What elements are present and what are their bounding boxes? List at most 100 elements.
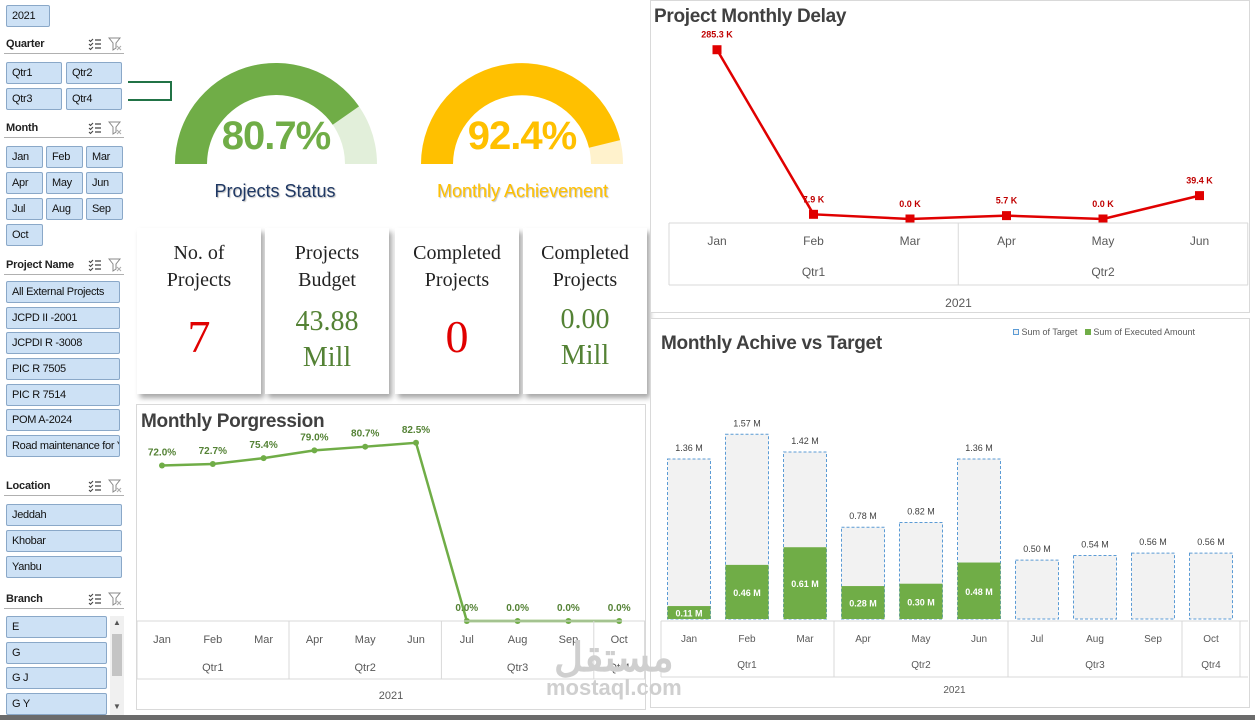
month-slicer-item[interactable]: Sep (86, 198, 123, 220)
project-slicer-item[interactable]: JCPDI R -3008 (6, 332, 120, 354)
progression-data-label: 80.7% (351, 429, 379, 440)
scroll-down-icon[interactable]: ▼ (113, 702, 121, 711)
multi-select-icon[interactable] (88, 258, 102, 272)
branch-slicer-item[interactable]: G J (6, 667, 107, 689)
target-bar (1189, 552, 1233, 620)
project-slicer-item[interactable]: JCPD II -2001 (6, 307, 120, 329)
delay-data-label: 285.3 K (701, 30, 733, 40)
quarter-slicer-item[interactable]: Qtr3 (6, 88, 62, 110)
target-bar (1015, 559, 1059, 620)
executed-data-label: 0.61 M (791, 579, 819, 589)
chart-title: Monthly Achive vs Target (661, 333, 882, 354)
kpi-card-budget: Projects Budget 43.88 Mill (265, 228, 389, 394)
multi-select-icon[interactable] (88, 37, 102, 51)
project-slicer-item[interactable]: PIC R 7505 (6, 358, 120, 380)
kpi-value: 0 (445, 311, 469, 362)
legend-label-executed: Sum of Executed Amount (1093, 327, 1195, 337)
x-tick-label: Apr (306, 634, 323, 646)
month-slicer-item[interactable]: Jan (6, 146, 43, 168)
selected-cell[interactable] (128, 81, 172, 101)
delay-point-marker (809, 209, 818, 219)
target-data-label: 1.36 M (675, 443, 703, 453)
progression-data-label: 0.0% (455, 603, 478, 614)
progression-data-label: 79.0% (300, 432, 328, 443)
branch-slicer-scrollbar[interactable]: ▲ ▼ (110, 616, 124, 716)
executed-bar (841, 586, 885, 619)
gauge-fill (421, 63, 621, 164)
month-slicer-item[interactable]: Jun (86, 172, 123, 194)
quarter-slicer-item[interactable]: Qtr2 (66, 62, 122, 84)
progression-point-marker (362, 443, 369, 450)
quarter-label: Qtr3 (1085, 660, 1105, 671)
executed-bar (667, 606, 711, 619)
executed-data-label: 0.28 M (849, 599, 877, 609)
executed-data-label: 0.30 M (907, 597, 935, 607)
month-slicer-item[interactable]: Feb (46, 146, 83, 168)
month-slicer-item[interactable]: Aug (46, 198, 83, 220)
clear-filter-icon[interactable] (108, 121, 122, 135)
chart-title: Monthly Porgression (141, 411, 325, 432)
progression-point-marker (209, 460, 216, 467)
achieve-vs-target-chart-panel[interactable]: Monthly Achive vs Target Sum of Target S… (650, 318, 1250, 708)
clear-filter-icon[interactable] (108, 258, 122, 272)
target-data-label: 0.56 M (1139, 537, 1167, 547)
target-data-label: 1.57 M (733, 418, 761, 428)
branch-slicer-item[interactable]: G Y (6, 693, 107, 715)
x-tick-label: Feb (738, 634, 756, 645)
projects-status-gauge (174, 62, 377, 164)
monthly-delay-chart-panel[interactable]: Project Monthly Delay 285.3 K 7.9 K 0.0 K 5… (650, 0, 1250, 313)
quarter-slicer-header: Quarter (4, 36, 124, 54)
project-slicer-item[interactable]: POM A-2024 (6, 409, 120, 431)
watermark-latin: mostaql.com (546, 675, 682, 700)
month-slicer-item[interactable]: Mar (86, 146, 123, 168)
year-label: 2021 (945, 296, 972, 310)
year-slicer-2021[interactable]: 2021 (6, 5, 50, 27)
chart-title: Project Monthly Delay (654, 6, 847, 27)
delay-point-marker (905, 214, 915, 224)
kpi-card-completed-count: Completed Projects 0 (395, 228, 519, 394)
kpi-value: 7 (187, 311, 211, 362)
projects-status-value: 80.7% (221, 114, 331, 158)
progression-data-label: 0.0% (608, 603, 631, 614)
project-slicer-item[interactable]: PIC R 7514 (6, 384, 120, 406)
legend-swatch-target (1013, 329, 1019, 335)
clear-filter-icon[interactable] (108, 592, 122, 606)
executed-data-label: 0.46 M (733, 588, 761, 598)
multi-select-icon[interactable] (88, 592, 102, 606)
project-slicer-item[interactable]: All External Projects (6, 281, 120, 303)
quarter-label: Qtr1 (737, 660, 757, 671)
monthly-delay-chart: 285.3 K 7.9 K 0.0 K 5.7 K 0.0 K 39.4 K Jan Feb M… (668, 30, 1249, 310)
scrollbar-thumb[interactable] (112, 634, 122, 676)
clear-filter-icon[interactable] (108, 37, 122, 51)
clear-filter-icon[interactable] (108, 479, 122, 493)
multi-select-icon[interactable] (88, 121, 102, 135)
quarter-slicer-item[interactable]: Qtr4 (66, 88, 122, 110)
progression-point-marker (311, 447, 318, 454)
branch-slicer-item[interactable]: G (6, 642, 107, 664)
target-data-label: 1.36 M (965, 443, 993, 453)
multi-select-icon[interactable] (88, 479, 102, 493)
quarter-slicer-item[interactable]: Qtr1 (6, 62, 62, 84)
location-slicer-item[interactable]: Jeddah (6, 504, 122, 526)
kpi-unit: Mill (302, 342, 352, 373)
x-tick-label: Sep (559, 634, 579, 646)
x-tick-label: Jul (460, 634, 474, 646)
month-slicer-item[interactable]: Apr (6, 172, 43, 194)
gauge-fill (174, 62, 359, 164)
month-slicer-item[interactable]: Jul (6, 198, 43, 220)
monthly-progression-chart-panel[interactable]: Monthly Porgression 72.0% 72.7% 75.4% 79.0%… (136, 404, 646, 710)
quarter-label: Qtr1 (802, 265, 826, 279)
x-tick-label: Jan (153, 634, 171, 646)
kpi-label: Completed Projects (541, 242, 629, 291)
delay-data-label: 0.0 K (899, 199, 921, 209)
month-slicer-item[interactable]: Oct (6, 224, 43, 246)
project-slicer-title: Project Name (6, 259, 74, 271)
location-slicer-item[interactable]: Yanbu (6, 556, 122, 578)
location-slicer-item[interactable]: Khobar (6, 530, 122, 552)
quarter-label: Qtr4 (608, 662, 629, 674)
target-data-label: 0.82 M (907, 507, 935, 517)
scroll-up-icon[interactable]: ▲ (113, 618, 121, 627)
project-slicer-item[interactable]: Road maintenance for Y... (6, 435, 120, 457)
month-slicer-item[interactable]: May (46, 172, 83, 194)
branch-slicer-item[interactable]: E (6, 616, 107, 638)
